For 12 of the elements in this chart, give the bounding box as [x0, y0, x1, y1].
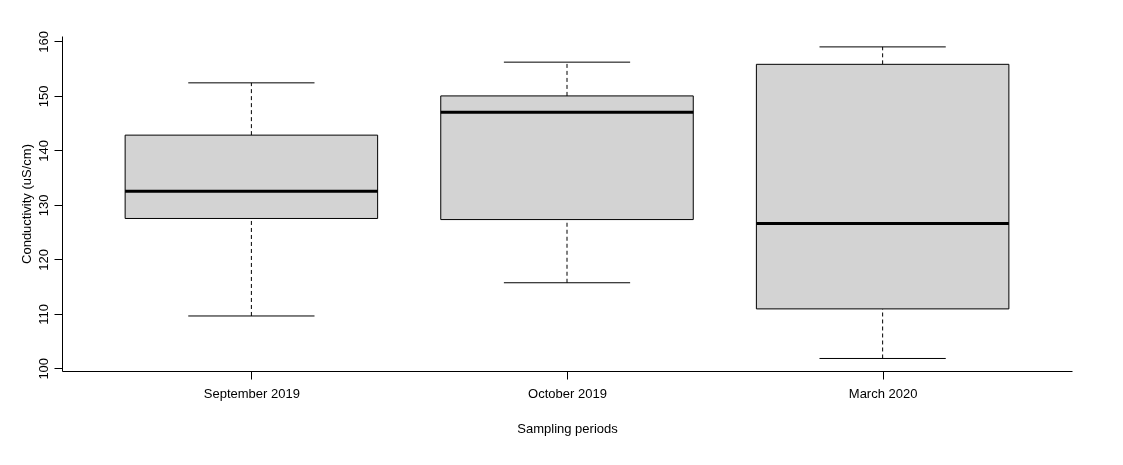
- x-axis-title: Sampling periods: [517, 420, 619, 436]
- x-tick-label: September 2019: [203, 385, 300, 401]
- y-tick-label: 100: [35, 357, 51, 380]
- y-tick-label: 140: [35, 140, 51, 162]
- y-tick-label: 150: [35, 85, 51, 108]
- y-tick-label: 160: [35, 31, 51, 53]
- y-tick-label: 130: [35, 194, 51, 217]
- y-axis-title: Conductivity (uS/cm): [18, 144, 34, 264]
- y-tick-label: 110: [35, 303, 51, 325]
- x-tick-label: October 2019: [528, 385, 607, 401]
- y-tick-label: 120: [35, 248, 51, 271]
- x-tick-label: March 2020: [848, 385, 918, 401]
